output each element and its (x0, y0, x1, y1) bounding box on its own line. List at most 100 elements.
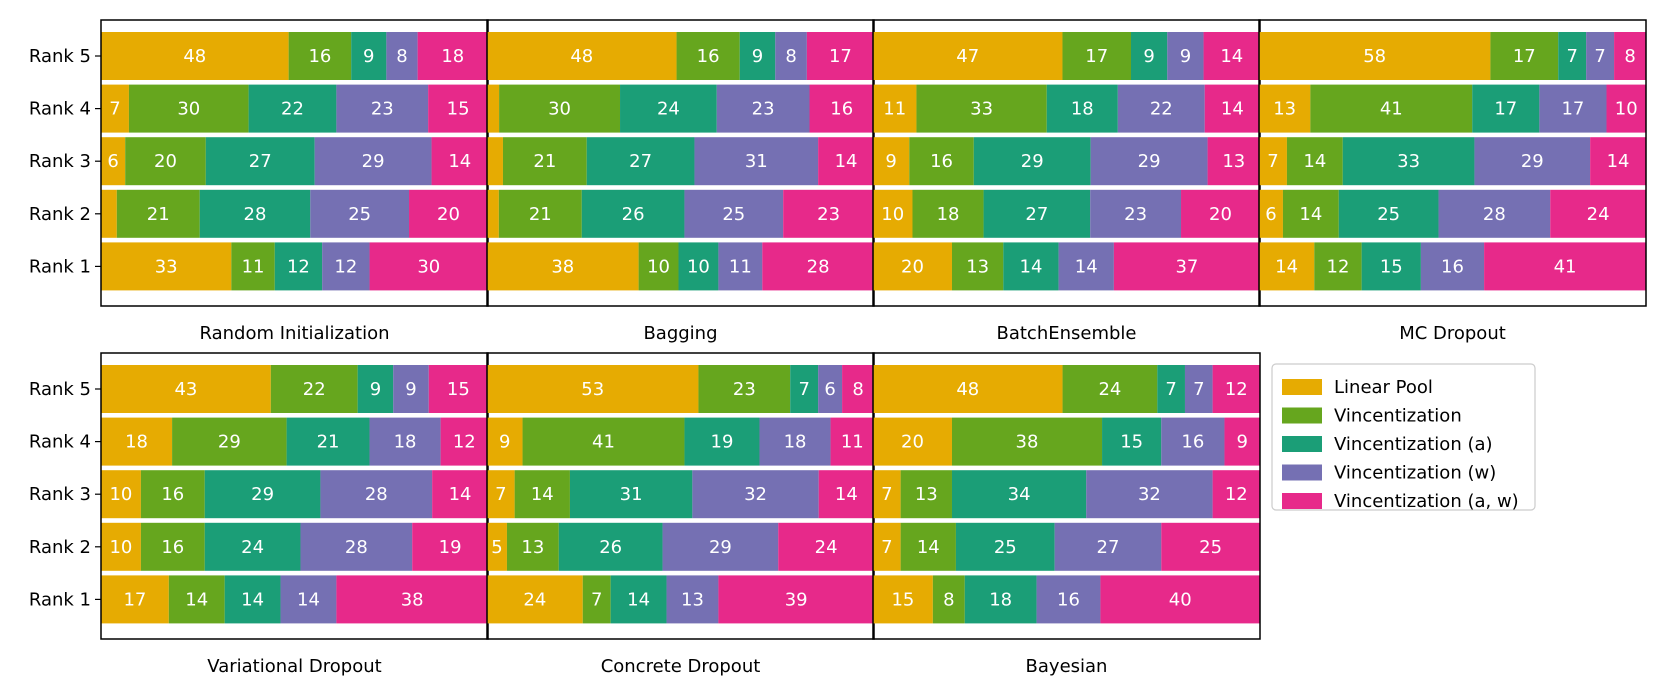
panel: 48 16 9 8 17 30 24 23 16 21 27 31 14 21 26 25 23 38 10 10 11… (486, 19, 875, 344)
bar-segment (487, 32, 677, 80)
data-label: 25 (348, 204, 371, 225)
data-label: 30 (548, 99, 571, 120)
bar-segment (1614, 32, 1646, 80)
data-label: 32 (1138, 484, 1161, 505)
bar-segment (818, 470, 874, 519)
data-label: 25 (994, 537, 1017, 558)
bar-segment (487, 137, 503, 186)
bar-segment (101, 242, 232, 291)
bar-segment (1117, 84, 1205, 133)
data-label: 24 (1587, 204, 1610, 225)
data-label: 22 (1150, 99, 1173, 120)
bar-segment (116, 189, 200, 238)
data-label: 10 (1615, 99, 1638, 120)
bar-segment (168, 575, 225, 624)
data-label: 14 (1020, 256, 1043, 277)
data-label: 16 (308, 46, 331, 67)
data-label: 8 (785, 46, 796, 67)
data-label: 9 (363, 46, 374, 67)
data-label: 38 (401, 589, 424, 610)
data-label: 14 (449, 484, 472, 505)
data-label: 18 (1071, 99, 1094, 120)
bar-segment (1086, 470, 1213, 519)
data-label: 24 (657, 99, 680, 120)
data-label: 17 (123, 589, 146, 610)
data-label: 8 (396, 46, 407, 67)
bar-segment (1062, 32, 1131, 80)
bar-segment (502, 137, 587, 186)
bar-segment (1181, 189, 1260, 238)
bar-segment (417, 32, 488, 80)
bar-segment (428, 365, 488, 413)
bar-segment (558, 522, 663, 571)
data-label: 23 (1124, 204, 1147, 225)
data-label: 29 (251, 484, 274, 505)
data-label: 21 (317, 432, 340, 453)
bar-segment (951, 417, 1103, 466)
bar-segment (1003, 242, 1059, 291)
data-label: 29 (709, 537, 732, 558)
data-label: 5 (491, 537, 502, 558)
bar-segment (1472, 84, 1540, 133)
data-label: 12 (453, 432, 476, 453)
bar-segment (873, 189, 913, 238)
bar-segment (1090, 137, 1208, 186)
y-tick-label: Rank 2 (29, 204, 91, 225)
data-label: 16 (1181, 432, 1204, 453)
bar-segment (125, 137, 206, 186)
data-label: 9 (752, 46, 763, 67)
data-label: 48 (956, 379, 979, 400)
data-label: 39 (785, 589, 808, 610)
bar-segment (231, 242, 275, 291)
data-label: 14 (835, 151, 858, 172)
data-label: 21 (529, 204, 552, 225)
data-label: 18 (394, 432, 417, 453)
legend-swatch (1282, 379, 1322, 395)
data-label: 18 (125, 432, 148, 453)
bar-segment (1606, 84, 1646, 133)
bar-segment (1259, 32, 1491, 80)
data-label: 29 (1521, 151, 1544, 172)
bar-segment (1259, 189, 1283, 238)
bar-segment (1558, 32, 1587, 80)
bar-segment (248, 84, 337, 133)
bar-segment (393, 365, 429, 413)
bar-segment (101, 470, 141, 519)
data-label: 26 (599, 537, 622, 558)
bar-segment (873, 137, 910, 186)
bar-segment (964, 575, 1037, 624)
data-label: 33 (970, 99, 993, 120)
data-label: 7 (1165, 379, 1176, 400)
data-label: 11 (841, 432, 864, 453)
bar-segment (300, 522, 413, 571)
data-label: 14 (835, 484, 858, 505)
data-label: 25 (1377, 204, 1400, 225)
data-label: 13 (915, 484, 938, 505)
bar-segment (718, 242, 763, 291)
bar-segment (101, 575, 169, 624)
data-label: 9 (1143, 46, 1154, 67)
bar-segment (1090, 189, 1182, 238)
data-label: 31 (745, 151, 768, 172)
data-label: 16 (161, 484, 184, 505)
data-label: 18 (441, 46, 464, 67)
bar-segment (1490, 32, 1559, 80)
bar-segment (1282, 189, 1339, 238)
data-label: 23 (817, 204, 840, 225)
bar-segment (498, 189, 582, 238)
data-label: 14 (241, 589, 264, 610)
bar-segment (809, 84, 874, 133)
data-label: 17 (829, 46, 852, 67)
data-label: 16 (930, 151, 953, 172)
data-label: 26 (622, 204, 645, 225)
data-label: 18 (989, 589, 1012, 610)
bar-segment (487, 470, 515, 519)
bar-segment (873, 470, 901, 519)
data-label: 22 (303, 379, 326, 400)
data-label: 19 (711, 432, 734, 453)
bar-segment (900, 522, 956, 571)
data-label: 14 (1607, 151, 1630, 172)
data-label: 14 (1075, 256, 1098, 277)
